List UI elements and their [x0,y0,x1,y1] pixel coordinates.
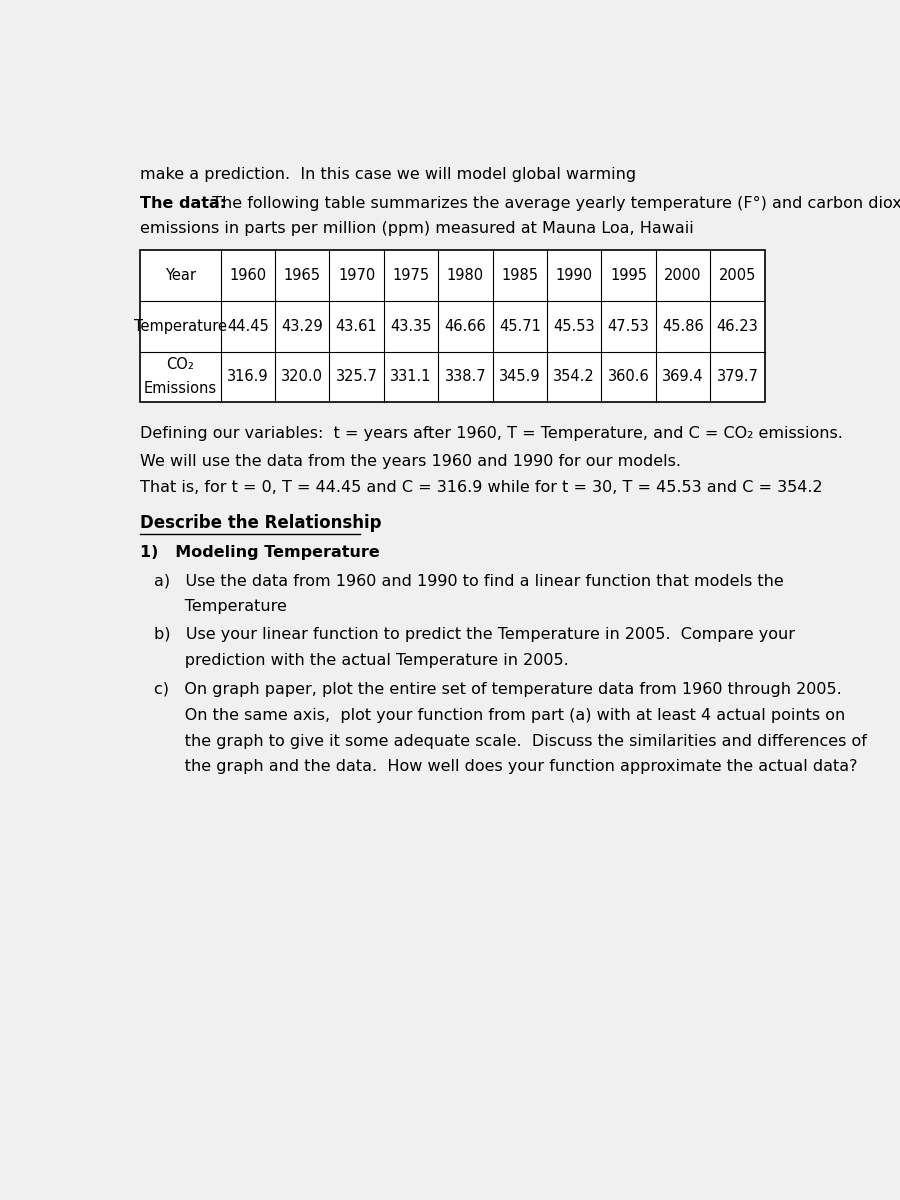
Text: Temperature: Temperature [155,599,287,614]
Text: make a prediction.  In this case we will model global warming: make a prediction. In this case we will … [140,167,636,182]
Text: prediction with the actual Temperature in 2005.: prediction with the actual Temperature i… [155,653,569,668]
Text: On the same axis,  plot your function from part (a) with at least 4 actual point: On the same axis, plot your function fro… [155,708,846,722]
Text: the graph and the data.  How well does your function approximate the actual data: the graph and the data. How well does yo… [155,760,858,774]
Text: 46.23: 46.23 [716,319,759,334]
Text: 1975: 1975 [392,268,429,283]
Text: 45.71: 45.71 [499,319,541,334]
Text: 1990: 1990 [555,268,593,283]
Text: the graph to give it some adequate scale.  Discuss the similarities and differen: the graph to give it some adequate scale… [155,733,868,749]
Text: 369.4: 369.4 [662,370,704,384]
Text: a)   Use the data from 1960 and 1990 to find a linear function that models the: a) Use the data from 1960 and 1990 to fi… [155,574,784,588]
Text: 1965: 1965 [284,268,320,283]
Text: 1985: 1985 [501,268,538,283]
Text: 338.7: 338.7 [445,370,486,384]
Text: 331.1: 331.1 [391,370,432,384]
Text: 45.53: 45.53 [554,319,595,334]
Text: emissions in parts per million (ppm) measured at Mauna Loa, Hawaii: emissions in parts per million (ppm) mea… [140,222,694,236]
Text: 345.9: 345.9 [499,370,541,384]
Text: Defining our variables:  t = years after 1960, T = Temperature, and C = CO₂ emis: Defining our variables: t = years after … [140,426,843,440]
Text: 2005: 2005 [719,268,756,283]
Text: 1995: 1995 [610,268,647,283]
Text: CO₂: CO₂ [166,358,194,372]
Text: 43.61: 43.61 [336,319,377,334]
Text: 360.6: 360.6 [608,370,650,384]
Text: Describe the Relationship: Describe the Relationship [140,514,382,532]
Text: 379.7: 379.7 [716,370,759,384]
Text: Emissions: Emissions [144,382,217,396]
Text: 43.35: 43.35 [391,319,432,334]
Text: c)   On graph paper, plot the entire set of temperature data from 1960 through 2: c) On graph paper, plot the entire set o… [155,682,842,697]
Text: b)   Use your linear function to predict the Temperature in 2005.  Compare your: b) Use your linear function to predict t… [155,628,796,642]
Text: Year: Year [165,268,196,283]
Text: 43.29: 43.29 [282,319,323,334]
Text: That is, for t = 0, T = 44.45 and C = 316.9 while for t = 30, T = 45.53 and C = : That is, for t = 0, T = 44.45 and C = 31… [140,480,823,494]
Text: 44.45: 44.45 [227,319,269,334]
Text: 1980: 1980 [447,268,484,283]
Text: 2000: 2000 [664,268,702,283]
Text: 1)   Modeling Temperature: 1) Modeling Temperature [140,545,380,559]
Text: 325.7: 325.7 [336,370,378,384]
Text: 47.53: 47.53 [608,319,650,334]
Text: 45.86: 45.86 [662,319,704,334]
Text: 46.66: 46.66 [445,319,486,334]
Text: We will use the data from the years 1960 and 1990 for our models.: We will use the data from the years 1960… [140,454,681,469]
Text: Temperature: Temperature [134,319,227,334]
Text: 1970: 1970 [338,268,375,283]
Text: 1960: 1960 [230,268,266,283]
Text: The following table summarizes the average yearly temperature (F°) and carbon di: The following table summarizes the avera… [207,196,900,210]
Text: The data:: The data: [140,196,227,210]
Text: 320.0: 320.0 [281,370,323,384]
Text: 354.2: 354.2 [554,370,595,384]
Text: 316.9: 316.9 [227,370,268,384]
